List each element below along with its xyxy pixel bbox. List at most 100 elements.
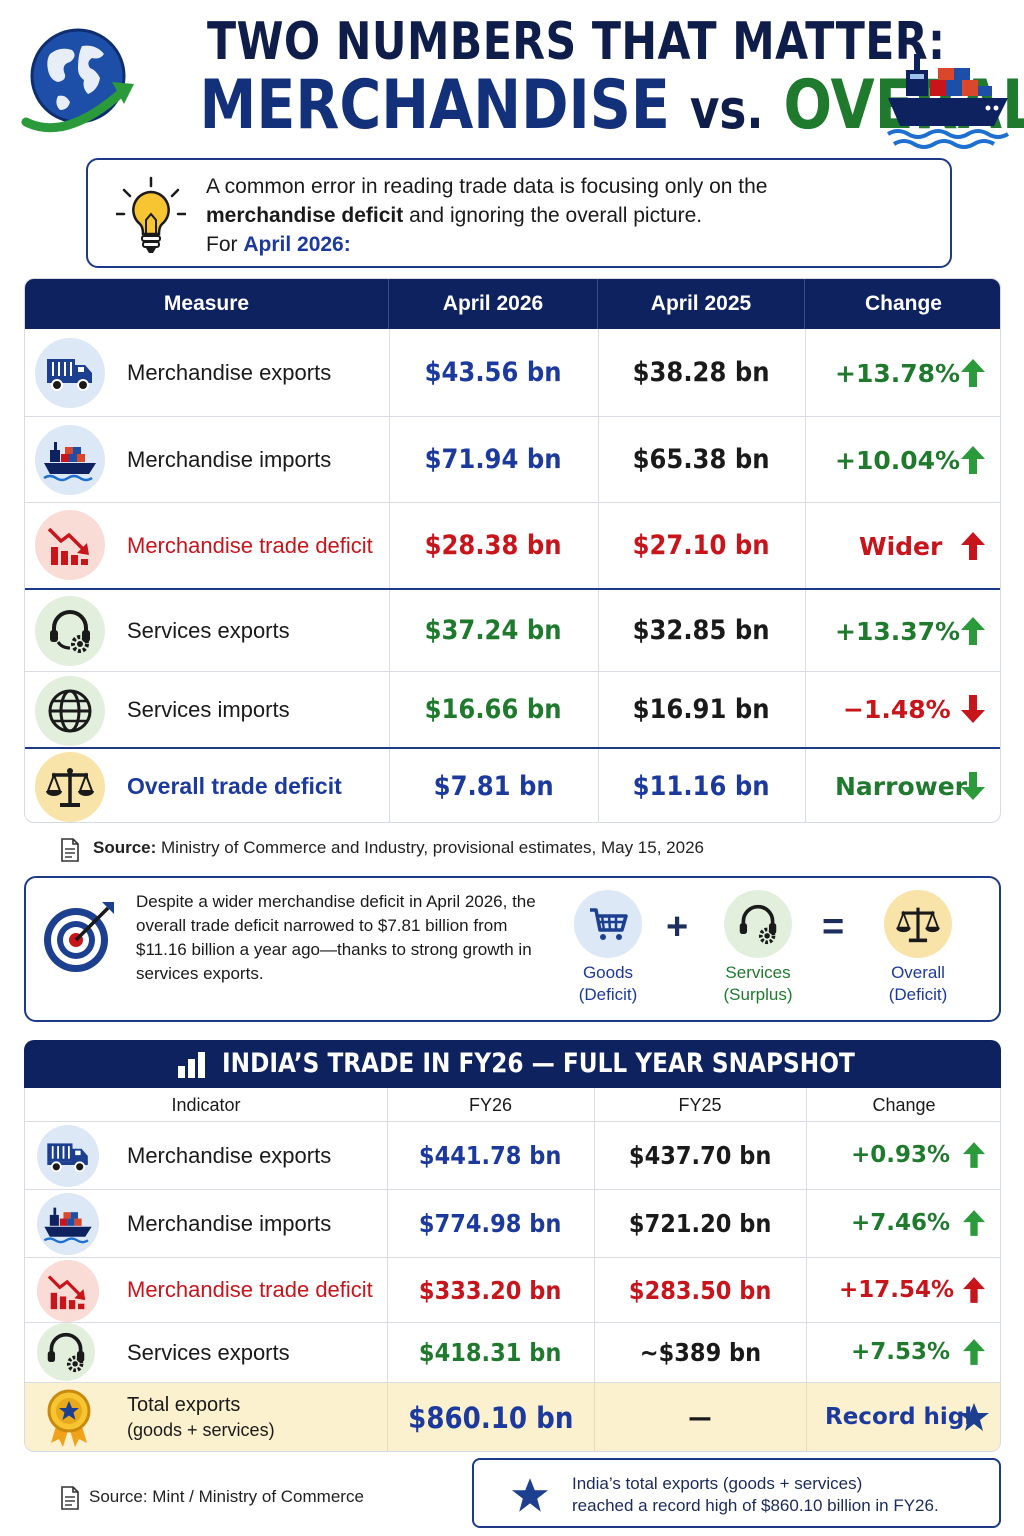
arrow-up-icon [963,1339,985,1365]
total-exports-label: Total exports (goods + services) [127,1393,275,1443]
fy25-value: $437.70 bn [628,1141,772,1170]
total-label-line-1: Total exports [127,1394,241,1416]
row-label: Services exports [127,1339,290,1365]
arrow-up-icon [961,359,985,387]
intro-line-2: merchandise deficit and ignoring the ove… [206,201,926,230]
record-note-callout: India’s total exports (goods + services)… [472,1458,1001,1528]
cargo-ship-icon [886,54,1010,149]
change-value: +13.78% [835,359,961,388]
star-icon [959,1403,989,1431]
row-label: Merchandise imports [127,446,332,472]
header: TWO NUMBERS THAT MATTER: MERCHANDISE vs.… [0,0,1024,150]
document-icon [61,838,79,862]
april-2025-value: $16.91 bn [633,694,770,725]
table-row: Merchandise trade deficit $333.20 bn $28… [25,1258,1000,1323]
title-merchandise: MERCHANDISE [199,66,670,145]
source-text: Ministry of Commerce and Industry, provi… [156,838,704,857]
star-icon [512,1478,548,1512]
table-row: Merchandise exports $441.78 bn $437.70 b… [25,1122,1000,1190]
fy26-value: $333.20 bn [419,1275,562,1305]
fy25-value: $283.50 bn [628,1275,772,1305]
arrow-down-icon [961,695,985,723]
change-value: Narrower [835,772,968,801]
arrow-up-icon [963,1277,985,1303]
intro-line-3: For April 2026: [206,230,926,259]
headset-gear-icon [35,596,105,666]
table-row: Merchandise imports $774.98 bn $721.20 b… [25,1190,1000,1258]
arrow-up-icon [963,1210,985,1236]
header-fy25: FY25 [678,1095,722,1115]
row-label: Services exports [127,617,290,643]
table-row: Merchandise exports $43.56 bn $38.28 bn … [25,329,1000,417]
april-2025-value: $11.16 bn [633,771,770,802]
source-note-april: Source: Ministry of Commerce and Industr… [93,838,704,858]
services-sublabel: (Surplus) [723,985,793,1004]
declining-chart-icon [37,1260,99,1322]
header-change: Change [872,1095,936,1115]
arrow-up-icon [963,1142,985,1168]
table-header: Measure April 2026 April 2025 Change [25,279,1000,329]
source-label: Source: [93,838,157,857]
fy26-value: $441.78 bn [419,1141,562,1170]
fy25-value: $721.20 bn [628,1209,772,1238]
intro-bold-phrase: merchandise deficit [206,204,404,227]
goods-deficit-item: Goods (Deficit) [548,890,668,1006]
april-2025-value: $65.38 bn [633,444,770,475]
header-indicator: Indicator [171,1095,241,1115]
change-value: Wider [859,532,943,561]
intro-period-highlight: April 2026: [243,233,351,256]
change-value: +10.04% [835,446,961,475]
declining-chart-icon [35,510,105,580]
title-line-1: TWO NUMBERS THAT MATTER: [206,12,946,72]
goods-sublabel: (Deficit) [578,985,638,1004]
april-2025-value: $38.28 bn [633,357,770,388]
fy25-value: — [688,1402,712,1433]
intro-callout: A common error in reading trade data is … [86,158,952,268]
truck-icon [37,1125,99,1187]
balance-scale-icon [884,890,952,958]
source-note-fy26: Source: Mint / Ministry of Commerce [89,1487,364,1506]
note-line-1: India’s total exports (goods + services) [572,1474,863,1493]
total-exports-row: Total exports (goods + services) $860.10… [25,1383,1000,1451]
document-icon [61,1486,79,1510]
row-label: Merchandise imports [127,1210,332,1236]
table-row: Merchandise trade deficit $28.38 bn $27.… [25,503,1000,590]
fy26-value: $418.31 bn [419,1338,562,1367]
row-label: Overall trade deficit [127,773,342,799]
services-label: Services [725,963,791,982]
title-vs: vs. [689,78,764,141]
change-value: Record high [825,1404,981,1430]
cargo-ship-icon [37,1193,99,1255]
arrow-down-icon [961,772,985,800]
overall-deficit-item: Overall (Deficit) [858,890,978,1006]
change-value: +7.53% [851,1339,951,1365]
fy26-table-header: Indicator FY26 FY25 Change [25,1088,1000,1122]
cargo-ship-icon [35,425,105,495]
april-comparison-table: Measure April 2026 April 2025 Change Mer… [24,278,1001,823]
header-april-2025: April 2025 [598,279,805,329]
april-2026-value: $7.81 bn [433,771,554,802]
change-value: +7.46% [851,1210,951,1236]
april-2026-value: $16.66 bn [425,694,562,725]
fy26-table: Indicator FY26 FY25 Change Merchandise e… [24,1088,1001,1452]
april-2026-value: $28.38 bn [425,530,562,561]
summary-callout: Despite a wider merchandise deficit in A… [24,876,1001,1022]
goods-label: Goods [582,963,634,982]
plus-sign: + [666,906,689,948]
row-label: Merchandise exports [127,1142,332,1168]
table-row: Services imports $16.66 bn $16.91 bn −1.… [25,672,1000,749]
fy26-value: $774.98 bn [419,1209,562,1238]
note-line-2: reached a record high of $860.10 billion… [572,1496,939,1515]
april-2025-value: $32.85 bn [633,615,770,646]
truck-icon [35,338,105,408]
table-row: Overall trade deficit $7.81 bn $11.16 bn… [25,749,1000,822]
globe-arrow-icon [21,28,134,133]
april-2026-value: $71.94 bn [425,444,562,475]
row-label: Merchandise trade deficit [127,1277,373,1302]
intro-text: A common error in reading trade data is … [206,172,926,259]
medal-icon [47,1389,91,1447]
bar-chart-icon [178,1052,205,1078]
services-surplus-item: Services (Surplus) [698,890,818,1006]
table-row: Services exports $37.24 bn $32.85 bn +13… [25,590,1000,672]
overall-label: Overall [891,963,945,982]
